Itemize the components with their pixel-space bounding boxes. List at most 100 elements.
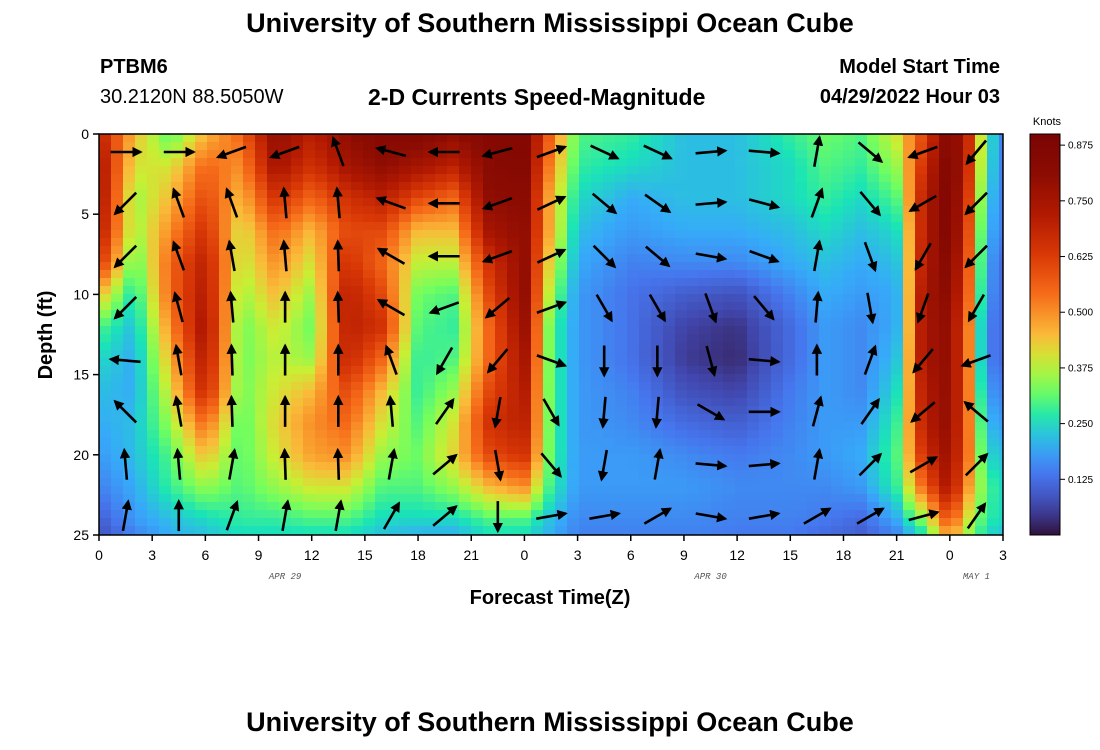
- heat-cell: [663, 270, 676, 279]
- heat-cell: [879, 270, 892, 279]
- heat-cell: [519, 462, 532, 471]
- heat-cell: [423, 526, 436, 535]
- heat-cell: [363, 438, 376, 447]
- heat-cell: [579, 398, 592, 407]
- heat-cell: [507, 350, 520, 359]
- heat-cell: [111, 174, 124, 183]
- heat-cell: [951, 198, 964, 207]
- heat-cell: [903, 166, 916, 175]
- heat-cell: [747, 302, 760, 311]
- heat-cell: [111, 342, 124, 351]
- current-vector-arrow: [695, 146, 728, 157]
- heat-cell: [339, 422, 352, 431]
- heat-cell: [651, 478, 664, 487]
- heat-cell: [651, 334, 664, 343]
- heat-cell: [795, 446, 808, 455]
- heat-cell: [855, 462, 868, 471]
- heat-cell: [483, 438, 496, 447]
- heat-cell: [363, 206, 376, 215]
- heat-cell: [927, 406, 940, 415]
- heat-cell: [123, 430, 136, 439]
- heat-cell: [99, 294, 112, 303]
- heat-cell: [579, 406, 592, 415]
- current-vector-arrow: [963, 400, 989, 423]
- current-vector-arrow: [695, 512, 728, 523]
- heat-cell: [975, 270, 988, 279]
- heat-cell: [435, 206, 448, 215]
- heat-cell: [159, 174, 172, 183]
- heat-cell: [423, 478, 436, 487]
- heat-cell: [687, 398, 700, 407]
- heat-cell: [939, 182, 952, 191]
- heat-cell: [411, 374, 424, 383]
- heat-cell: [171, 262, 184, 271]
- heat-cell: [171, 502, 184, 511]
- current-vector-arrow: [909, 456, 939, 474]
- heat-cell: [639, 406, 652, 415]
- heat-cell: [171, 222, 184, 231]
- heat-cell: [387, 270, 400, 279]
- heat-cell: [315, 214, 328, 223]
- heat-cell: [495, 334, 508, 343]
- heat-cell: [927, 134, 940, 143]
- heat-cell: [279, 174, 292, 183]
- heat-cell: [891, 326, 904, 335]
- heat-cell: [999, 478, 1003, 487]
- heat-cell: [711, 246, 724, 255]
- heat-cell: [363, 278, 376, 287]
- heat-cell: [291, 454, 304, 463]
- heat-cell: [975, 478, 988, 487]
- heat-cell: [999, 518, 1003, 527]
- heat-cell: [387, 486, 400, 495]
- heat-cell: [279, 150, 292, 159]
- heat-cell: [627, 510, 640, 519]
- heat-cell: [231, 214, 244, 223]
- heat-cell: [963, 270, 976, 279]
- heat-cell: [987, 382, 1000, 391]
- heat-cell: [231, 526, 244, 535]
- heat-cell: [831, 206, 844, 215]
- heat-cell: [207, 486, 220, 495]
- heat-cell: [327, 286, 340, 295]
- heat-cell: [483, 406, 496, 415]
- heat-cell: [363, 374, 376, 383]
- heat-cell: [699, 390, 712, 399]
- heat-cell: [291, 318, 304, 327]
- heat-cell: [795, 222, 808, 231]
- heat-cell: [303, 358, 316, 367]
- heat-cell: [639, 390, 652, 399]
- heat-cell: [135, 502, 148, 511]
- heat-cell: [831, 526, 844, 535]
- heat-cell: [783, 302, 796, 311]
- heat-cell: [627, 174, 640, 183]
- heat-cell: [195, 190, 208, 199]
- heat-cell: [243, 342, 256, 351]
- heat-cell: [519, 142, 532, 151]
- heat-cell: [567, 142, 580, 151]
- heat-cell: [771, 214, 784, 223]
- heat-cell: [939, 390, 952, 399]
- heat-cell: [663, 142, 676, 151]
- heat-cell: [303, 518, 316, 527]
- heat-cell: [639, 414, 652, 423]
- current-vector-arrow: [434, 397, 455, 425]
- heat-cell: [699, 262, 712, 271]
- heat-cell: [363, 526, 376, 535]
- heat-cell: [315, 526, 328, 535]
- heat-cell: [675, 422, 688, 431]
- heat-cell: [495, 206, 508, 215]
- heat-cell: [339, 374, 352, 383]
- heat-cell: [291, 302, 304, 311]
- colorbar-unit: Knots: [1033, 116, 1062, 128]
- heat-cell: [483, 446, 496, 455]
- heat-cell: [303, 342, 316, 351]
- heat-cell: [723, 430, 736, 439]
- heat-cell: [507, 438, 520, 447]
- heat-cell: [711, 358, 724, 367]
- heat-cell: [135, 166, 148, 175]
- heat-cell: [627, 198, 640, 207]
- current-vector-arrow: [332, 239, 344, 272]
- heat-cell: [543, 182, 556, 191]
- heat-cell: [987, 262, 1000, 271]
- heat-cell: [111, 446, 124, 455]
